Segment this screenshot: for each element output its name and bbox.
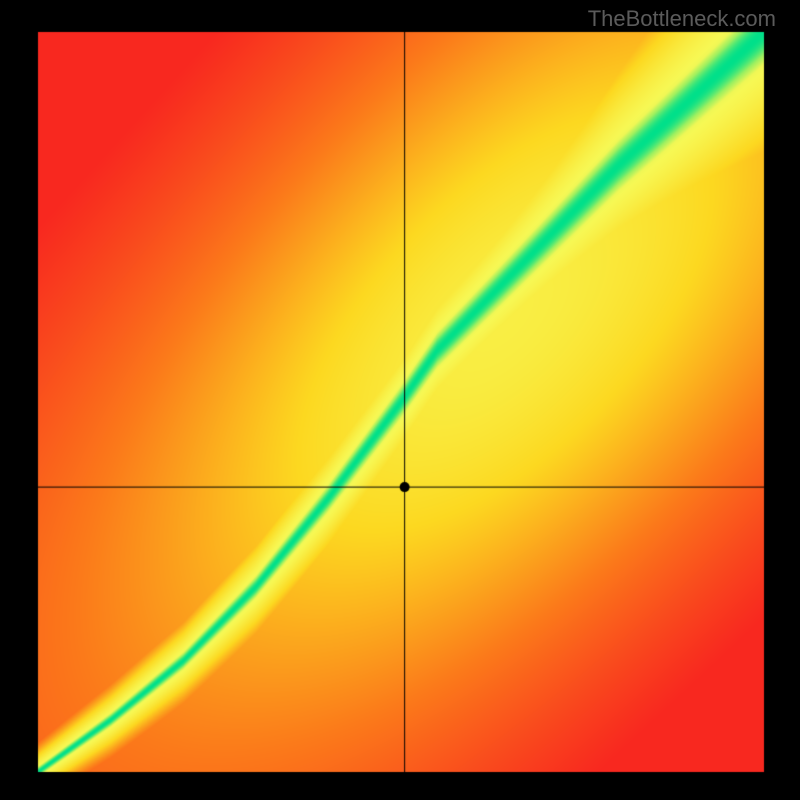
chart-container: TheBottleneck.com — [0, 0, 800, 800]
heatmap-canvas — [0, 0, 800, 800]
watermark-label: TheBottleneck.com — [588, 6, 776, 32]
